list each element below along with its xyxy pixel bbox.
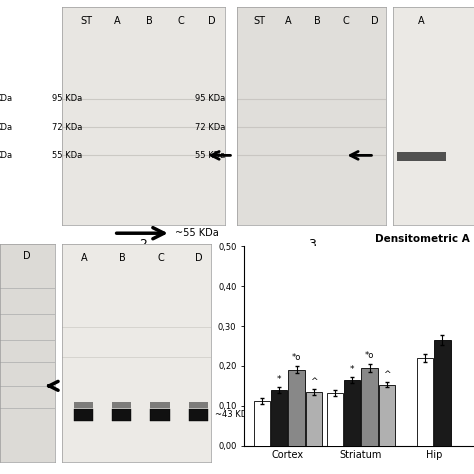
Text: A: A bbox=[114, 16, 121, 26]
Text: B: B bbox=[119, 253, 126, 263]
Text: A: A bbox=[81, 253, 87, 263]
Text: D: D bbox=[195, 253, 203, 263]
Bar bbox=[189, 402, 208, 408]
Text: 55 KDa: 55 KDa bbox=[195, 151, 225, 160]
Bar bbox=[397, 152, 446, 161]
Text: KDa: KDa bbox=[0, 151, 13, 160]
Text: B: B bbox=[313, 16, 320, 26]
Bar bbox=[306, 392, 322, 446]
Bar bbox=[150, 402, 170, 408]
Bar bbox=[112, 402, 131, 408]
Text: ^: ^ bbox=[310, 377, 318, 386]
Bar bbox=[288, 370, 305, 446]
Text: C: C bbox=[342, 16, 349, 26]
Text: KDa: KDa bbox=[0, 94, 13, 103]
Text: *o: *o bbox=[292, 353, 301, 362]
Text: D: D bbox=[371, 16, 378, 26]
Bar bbox=[434, 340, 451, 446]
Bar bbox=[254, 401, 270, 446]
Text: A: A bbox=[419, 16, 425, 26]
Text: C: C bbox=[177, 16, 184, 26]
Text: *o: *o bbox=[365, 351, 374, 360]
Text: D: D bbox=[23, 251, 31, 261]
Text: B: B bbox=[146, 16, 153, 26]
Text: ~55 KDa: ~55 KDa bbox=[175, 228, 219, 238]
Text: ~43 KDa: ~43 KDa bbox=[215, 410, 253, 419]
Bar bbox=[73, 402, 93, 408]
Bar bbox=[271, 390, 288, 446]
Bar bbox=[327, 393, 343, 446]
Text: ST: ST bbox=[80, 16, 92, 26]
Text: 72 KDa: 72 KDa bbox=[195, 123, 225, 131]
Text: 72 KDa: 72 KDa bbox=[52, 123, 82, 131]
Text: Densitometric A: Densitometric A bbox=[374, 234, 469, 244]
Text: *: * bbox=[350, 365, 355, 374]
Text: *: * bbox=[277, 375, 282, 384]
Bar bbox=[417, 358, 433, 446]
Text: ^: ^ bbox=[383, 370, 391, 379]
Text: KDa: KDa bbox=[0, 123, 13, 131]
Text: ST: ST bbox=[254, 16, 265, 26]
Text: 55 KDa: 55 KDa bbox=[52, 151, 82, 160]
Text: D: D bbox=[208, 16, 216, 26]
Bar bbox=[344, 380, 360, 446]
Text: 2: 2 bbox=[139, 238, 147, 251]
Bar bbox=[150, 409, 170, 421]
Text: C: C bbox=[157, 253, 164, 263]
Bar bbox=[73, 409, 93, 421]
Bar bbox=[361, 368, 378, 446]
Bar bbox=[379, 384, 395, 446]
Text: 95 KDa: 95 KDa bbox=[195, 94, 225, 103]
Text: A: A bbox=[285, 16, 292, 26]
Text: 95 KDa: 95 KDa bbox=[52, 94, 82, 103]
Bar bbox=[189, 409, 208, 421]
Bar bbox=[112, 409, 131, 421]
Text: 3: 3 bbox=[308, 238, 316, 251]
